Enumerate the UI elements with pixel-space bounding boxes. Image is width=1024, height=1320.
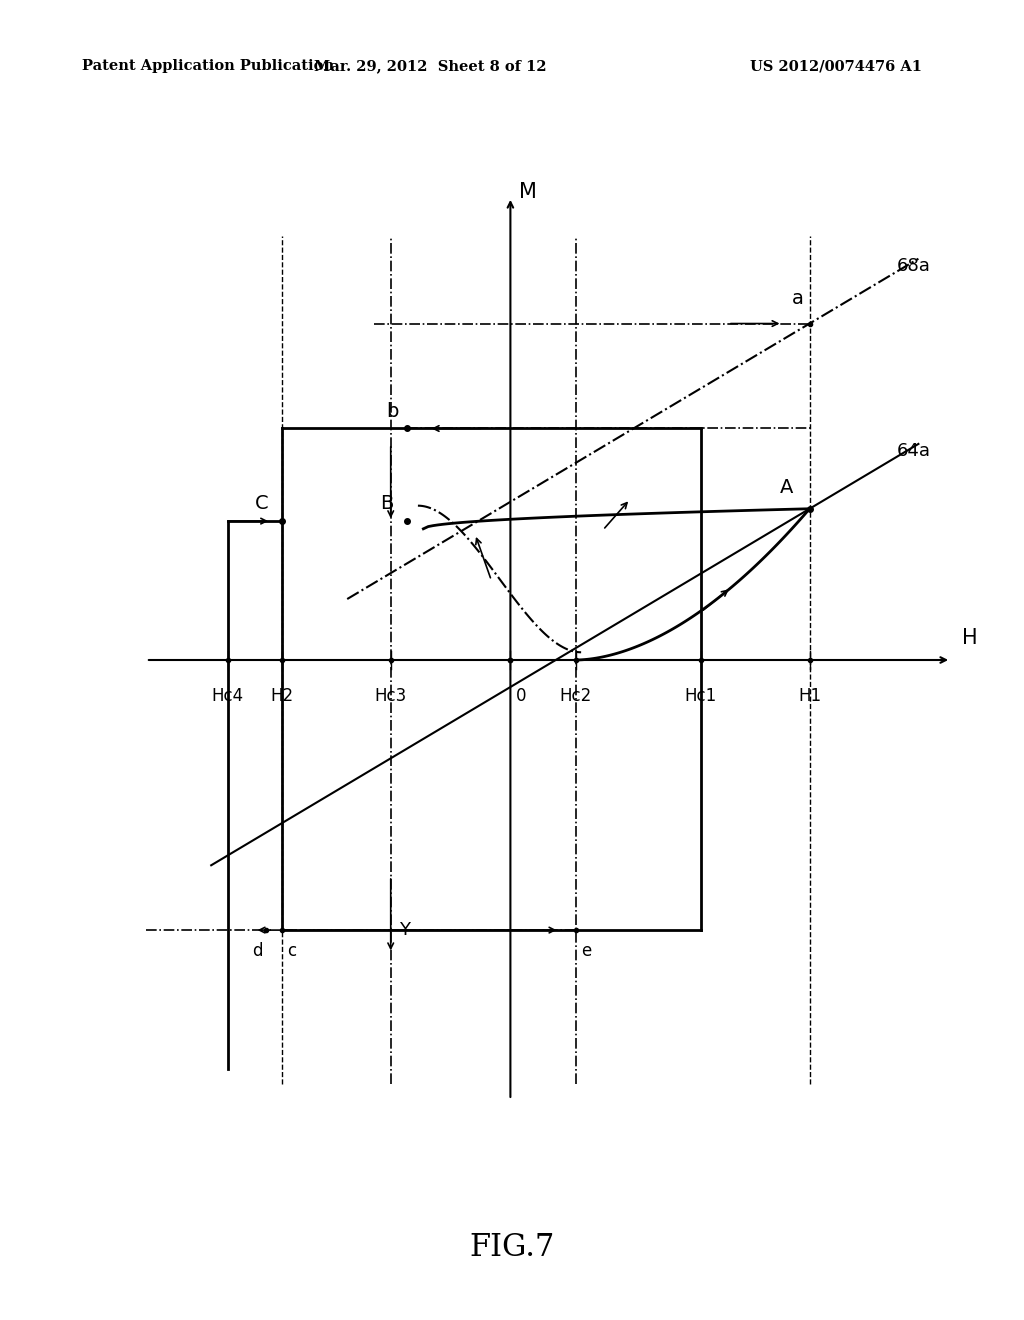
Text: Mar. 29, 2012  Sheet 8 of 12: Mar. 29, 2012 Sheet 8 of 12 [313,59,547,74]
Text: 64a: 64a [897,442,931,461]
Text: c: c [288,941,297,960]
Text: M: M [518,182,537,202]
Text: 0: 0 [516,686,526,705]
Text: C: C [255,495,268,513]
Text: H: H [962,628,978,648]
Text: d: d [252,941,263,960]
Text: a: a [793,289,804,308]
Text: Y: Y [399,921,410,939]
Text: FIG.7: FIG.7 [469,1232,555,1263]
Text: e: e [582,941,592,960]
Text: Hc4: Hc4 [212,686,244,705]
Text: Patent Application Publication: Patent Application Publication [82,59,334,74]
Text: Hc2: Hc2 [559,686,592,705]
Text: Hc3: Hc3 [375,686,407,705]
Text: 68a: 68a [897,257,931,275]
Text: B: B [380,495,393,513]
Text: H1: H1 [798,686,821,705]
Text: b: b [386,401,399,421]
Text: H2: H2 [270,686,294,705]
Text: Hc1: Hc1 [685,686,717,705]
Text: A: A [780,478,794,498]
Text: US 2012/0074476 A1: US 2012/0074476 A1 [750,59,922,74]
